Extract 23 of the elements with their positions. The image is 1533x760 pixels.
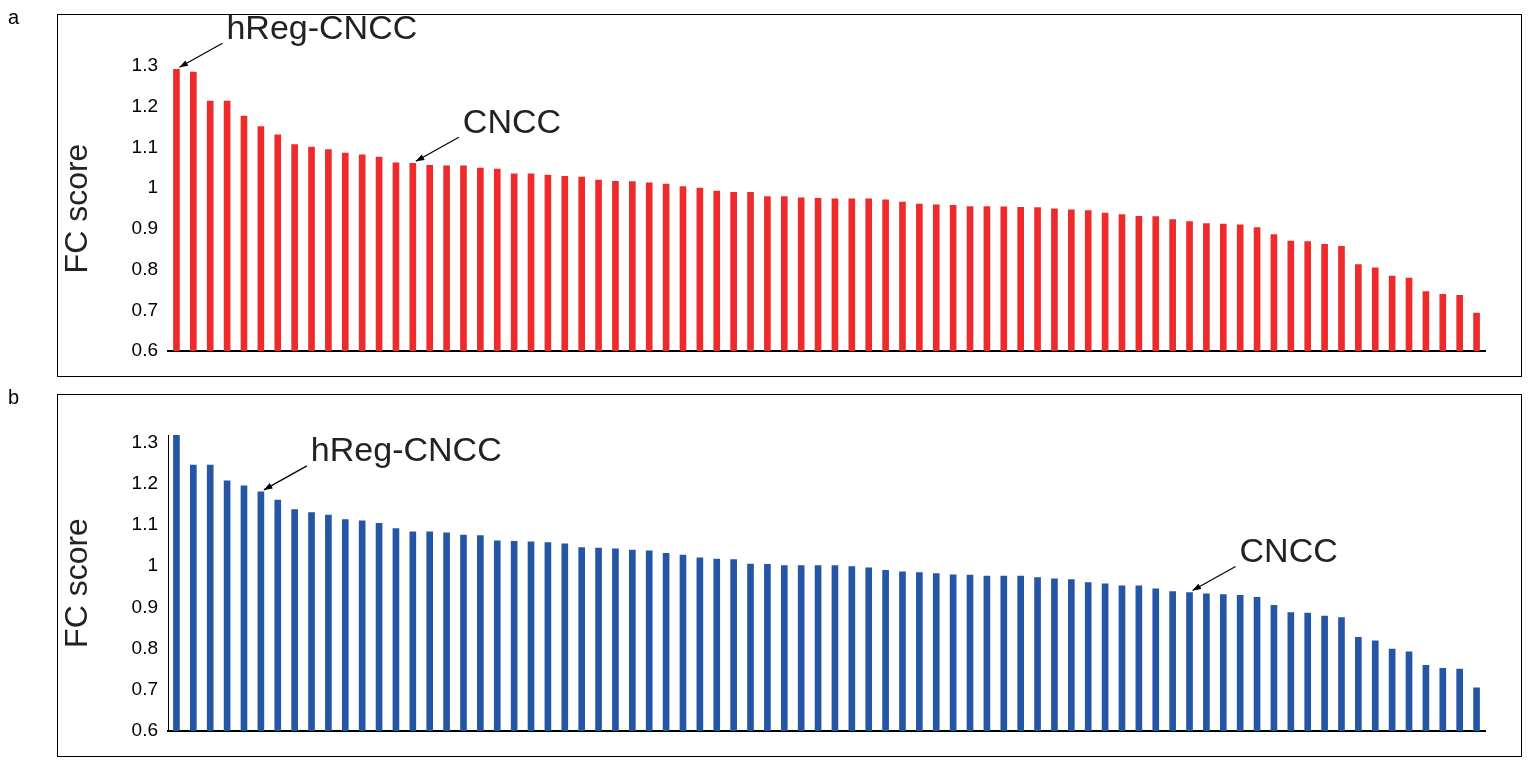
chart-title: a <box>8 6 20 29</box>
y-tick-label: 0.8 <box>131 636 158 658</box>
y-tick-label: 0.6 <box>131 719 158 741</box>
y-tick-label: 0.8 <box>131 257 158 279</box>
y-tick-label: 1.2 <box>131 471 158 493</box>
y-tick-label: 0.7 <box>131 678 158 700</box>
annotation: hReg-CNCC <box>310 430 502 469</box>
annotation: CNCC <box>462 101 562 140</box>
y-axis-title: FC score <box>58 143 95 274</box>
y-tick-label: 1 <box>147 554 158 576</box>
y-tick-label: 1.1 <box>131 513 158 535</box>
chart-title: b <box>8 386 20 409</box>
y-tick-label: 1 <box>147 176 158 198</box>
y-axis-title: FC score <box>58 518 95 648</box>
y-tick-label: 1.3 <box>131 430 158 452</box>
y-tick-label: 0.9 <box>131 217 158 239</box>
y-tick-label: 0.6 <box>131 339 158 361</box>
annotation: CNCC <box>1239 530 1338 569</box>
y-tick-label: 0.7 <box>131 298 158 320</box>
y-tick-label: 0.9 <box>131 595 158 617</box>
y-tick-label: 1.3 <box>131 54 158 76</box>
y-tick-label: 1.1 <box>131 135 158 157</box>
y-tick-label: 1.2 <box>131 94 158 116</box>
